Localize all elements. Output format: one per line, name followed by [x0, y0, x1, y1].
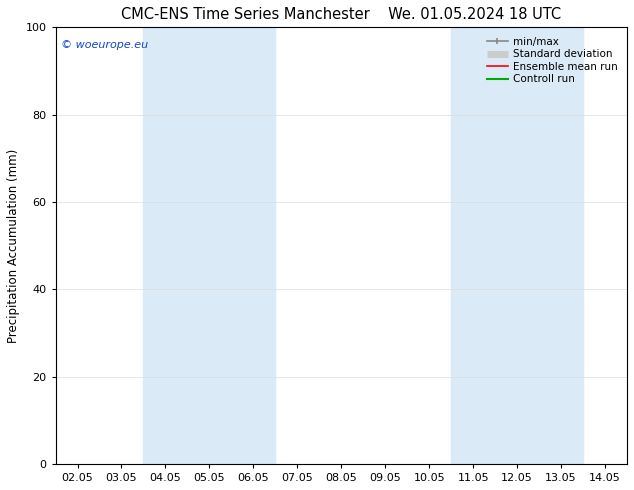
Title: CMC-ENS Time Series Manchester    We. 01.05.2024 18 UTC: CMC-ENS Time Series Manchester We. 01.05…: [121, 7, 561, 22]
Bar: [143, 27, 275, 464]
Bar: [451, 27, 583, 464]
Legend: min/max, Standard deviation, Ensemble mean run, Controll run: min/max, Standard deviation, Ensemble me…: [482, 32, 622, 89]
Y-axis label: Precipitation Accumulation (mm): Precipitation Accumulation (mm): [7, 148, 20, 343]
Text: © woeurope.eu: © woeurope.eu: [61, 40, 148, 50]
